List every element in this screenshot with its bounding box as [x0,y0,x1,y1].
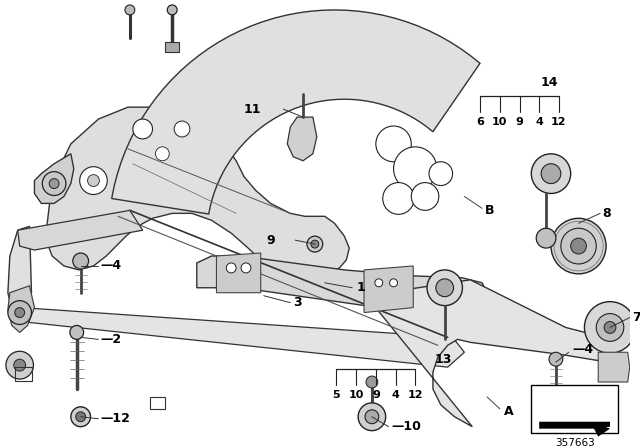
Circle shape [8,301,31,324]
Text: 3: 3 [293,296,302,309]
Circle shape [125,5,135,15]
Circle shape [390,279,397,287]
Text: 12: 12 [551,117,566,127]
Circle shape [156,147,169,161]
Circle shape [429,162,452,185]
Text: 9: 9 [516,117,524,127]
Circle shape [80,167,108,194]
Polygon shape [590,422,610,437]
Polygon shape [35,154,74,203]
Text: —12: —12 [100,412,130,425]
Text: 8: 8 [602,207,611,220]
Text: 9: 9 [267,233,275,247]
Circle shape [584,302,636,353]
Bar [15,367,33,381]
Circle shape [71,407,90,426]
Circle shape [571,238,586,254]
Text: 4: 4 [392,390,399,400]
Text: —4: —4 [573,343,594,356]
Text: 10: 10 [349,390,364,400]
Polygon shape [22,308,465,367]
Circle shape [549,352,563,366]
Circle shape [241,263,251,273]
Text: 6: 6 [476,117,484,127]
Circle shape [6,351,33,379]
Polygon shape [8,286,35,332]
Circle shape [365,410,379,424]
Text: 5: 5 [333,390,340,400]
Circle shape [70,325,84,339]
Circle shape [536,228,556,248]
Circle shape [604,322,616,333]
Text: 1: 1 [356,281,365,294]
Circle shape [73,253,88,269]
Text: 9: 9 [372,390,380,400]
Circle shape [174,121,190,137]
Polygon shape [111,10,480,214]
Text: —4: —4 [100,259,122,272]
Polygon shape [47,107,349,278]
Text: 11: 11 [243,103,260,116]
Text: 10: 10 [492,117,508,127]
Text: A: A [504,405,513,418]
Bar [165,42,179,52]
Text: 14: 14 [540,76,558,89]
Polygon shape [18,211,143,250]
Circle shape [541,164,561,184]
Circle shape [427,270,463,306]
Text: 7: 7 [632,311,640,324]
Circle shape [358,403,386,431]
Circle shape [551,218,606,274]
Circle shape [596,314,624,341]
Circle shape [376,126,412,162]
Circle shape [76,412,86,422]
Circle shape [227,263,236,273]
Circle shape [167,5,177,15]
Circle shape [394,147,437,190]
Polygon shape [287,117,317,161]
Text: —2: —2 [100,333,122,346]
Circle shape [366,376,378,388]
Circle shape [42,172,66,195]
Text: 12: 12 [408,390,423,400]
Bar [150,397,165,409]
Polygon shape [8,226,31,310]
Bar [531,385,618,433]
Circle shape [15,308,24,318]
Circle shape [133,119,152,139]
Circle shape [375,279,383,287]
Text: 13: 13 [434,353,451,366]
Polygon shape [216,253,260,293]
Circle shape [412,183,439,211]
Polygon shape [598,352,630,382]
Polygon shape [366,280,612,426]
Circle shape [561,228,596,264]
Polygon shape [364,266,413,313]
Text: 4: 4 [535,117,543,127]
Polygon shape [539,422,610,429]
Text: —10: —10 [392,420,422,433]
Circle shape [531,154,571,194]
Polygon shape [196,256,487,319]
Circle shape [14,359,26,371]
Text: B: B [485,204,495,217]
Text: 357663: 357663 [555,438,595,448]
Circle shape [436,279,454,297]
Circle shape [383,183,414,214]
Circle shape [311,240,319,248]
Circle shape [307,236,323,252]
Circle shape [49,179,59,189]
Circle shape [88,175,99,186]
